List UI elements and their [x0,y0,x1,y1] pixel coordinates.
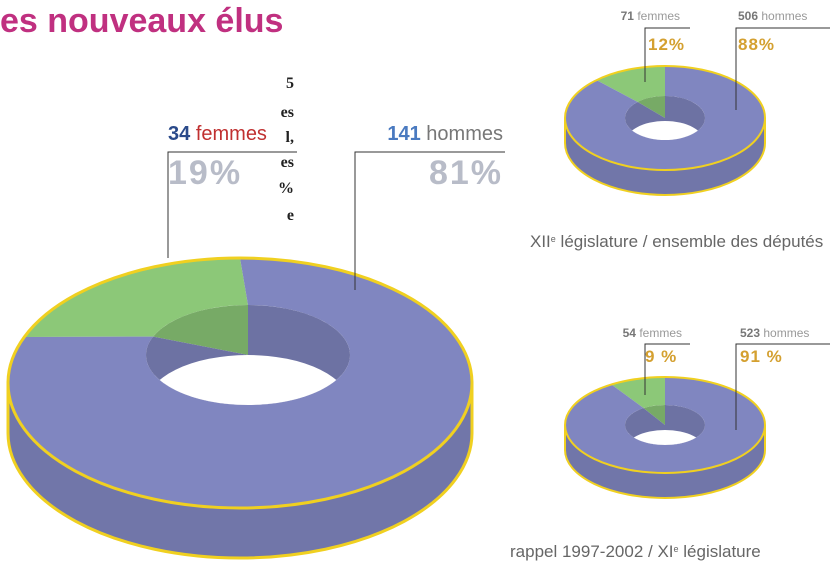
text-fragment: es [281,154,294,171]
caption-part: rappel 1997-2002 / XI [510,542,674,561]
count: 141 [387,123,420,145]
intro-text: 5 es l, es % e [278,75,294,224]
count-label: 54 femmes [623,326,682,340]
caption-part: e [674,544,679,554]
count: 506 [738,9,758,23]
count-label: 141 hommes [387,123,503,145]
donut-hole [625,121,705,140]
slice-inner-wall [643,405,665,425]
base-outline [564,118,766,196]
text-fragment: es [281,104,294,121]
leader-line [167,151,297,258]
count-label: 506 hommes [738,9,807,23]
donut-chart [564,65,766,196]
leader-line [644,27,690,82]
slice-top [24,258,248,337]
slice [611,377,665,425]
leader-line [644,343,690,395]
caption: XIIe législature / ensemble des députés [530,232,823,251]
donut-hole [146,355,350,405]
leader-line [735,27,830,110]
count-label: 71 femmes [621,9,680,23]
slice-inner-wall [637,96,665,118]
count: 34 [168,123,191,145]
slice-side [8,382,472,558]
text-fragment: 5 [286,75,294,92]
count-label: 34 femmes [168,123,267,145]
slice [24,258,248,355]
category: hommes [761,9,807,23]
count: 523 [740,326,760,340]
base-outline [6,383,474,560]
slice [565,377,765,498]
caption-part: législature / ensemble des députés [556,232,823,251]
count-label: 523 hommes [740,326,809,340]
percent-label: 9 % [645,347,677,366]
percent-label: 91 % [740,347,783,366]
slice-top [596,66,665,102]
category: hommes [426,123,503,145]
slice-top [565,66,765,170]
text-fragment: e [287,207,294,224]
count: 71 [621,9,635,23]
slice-top [611,377,665,409]
caption-part: XII [530,232,551,251]
percent-label: 88% [738,35,775,54]
title: es nouveaux élus [0,2,283,40]
category: femmes [639,326,682,340]
text-fragment: % [278,180,294,197]
percent-label: 81% [429,154,503,192]
donut-hole [625,430,705,445]
slice-top [8,258,472,508]
caption: rappel 1997-2002 / XIe législature [510,542,761,561]
slice-side [565,424,765,498]
category: femmes [637,9,680,23]
count: 54 [623,326,637,340]
caption-part: e [551,234,556,244]
leader-line [735,343,830,430]
slice-top [565,377,765,473]
text-fragment: l, [286,129,294,146]
slice-inner-wall [151,305,248,355]
category: femmes [196,123,267,145]
slice [596,66,665,118]
donut-chart [564,376,766,499]
donut-chart [6,256,474,560]
base-outline [564,425,766,499]
percent-label: 19% [168,154,242,192]
slice-side [565,117,765,195]
category: hommes [763,326,809,340]
percent-label: 12% [648,35,685,54]
caption-part: législature [679,542,761,561]
leader-line [354,151,505,290]
